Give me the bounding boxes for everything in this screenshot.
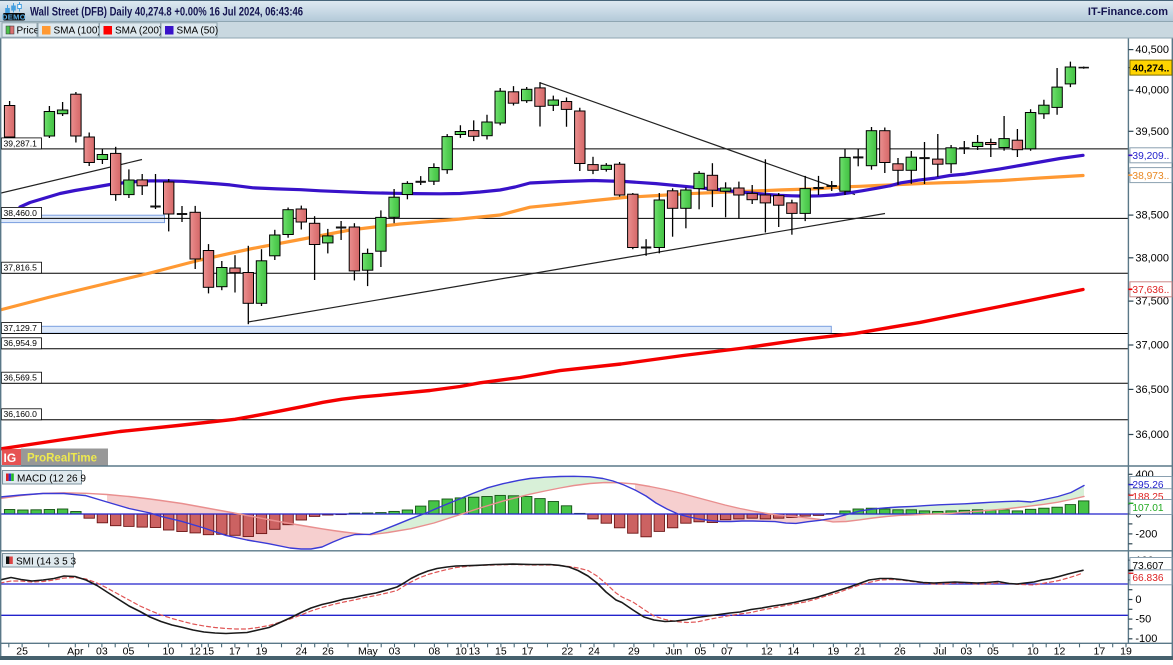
svg-text:37,000: 37,000 [1135,340,1169,352]
svg-text:DEMO: DEMO [2,12,26,21]
svg-text:SMA (50): SMA (50) [177,25,219,36]
svg-text:24: 24 [296,646,308,658]
svg-text:Price: Price [17,25,40,36]
svg-text:03: 03 [961,646,973,658]
svg-text:66.836: 66.836 [1132,573,1163,584]
svg-text:38,460.0: 38,460.0 [4,208,38,218]
svg-text:03: 03 [96,646,108,658]
svg-text:19: 19 [256,646,268,658]
svg-text:36,160.0: 36,160.0 [4,409,38,419]
svg-text:37,636..: 37,636.. [1132,285,1169,296]
svg-text:05: 05 [695,646,707,658]
svg-text:37,500: 37,500 [1135,296,1169,308]
svg-text:10: 10 [455,646,467,658]
svg-text:40,000: 40,000 [1135,85,1169,97]
svg-text:21: 21 [854,646,866,658]
svg-text:19: 19 [1120,646,1132,658]
svg-text:MACD (12 26 9: MACD (12 26 9 [17,474,86,485]
svg-text:37,129.7: 37,129.7 [4,323,38,333]
svg-text:0: 0 [1135,594,1141,606]
svg-text:36,954.9: 36,954.9 [4,338,38,348]
svg-text:17: 17 [522,646,534,658]
svg-text:08: 08 [429,646,441,658]
svg-text:03: 03 [389,646,401,658]
svg-text:SMA (100): SMA (100) [54,25,101,36]
svg-text:38,500: 38,500 [1135,210,1169,222]
svg-text:-100: -100 [1135,633,1157,645]
svg-text:26: 26 [894,646,906,658]
svg-text:-200: -200 [1135,528,1157,540]
svg-text:ProRealTime: ProRealTime [27,453,97,465]
svg-text:05: 05 [123,646,135,658]
svg-text:10: 10 [163,646,175,658]
svg-text:25: 25 [16,646,28,658]
svg-text:SMA (200): SMA (200) [115,25,162,36]
svg-text:39,500: 39,500 [1135,126,1169,138]
svg-text:19: 19 [828,646,840,658]
svg-text:IT-Finance.com: IT-Finance.com [1088,6,1168,18]
svg-text:39,209..: 39,209.. [1132,151,1169,162]
svg-text:36,500: 36,500 [1135,384,1169,396]
svg-text:12: 12 [761,646,773,658]
svg-text:38,000: 38,000 [1135,252,1169,264]
svg-text:07: 07 [721,646,733,658]
svg-text:17: 17 [1094,646,1106,658]
svg-text:40,274..: 40,274.. [1132,63,1169,74]
svg-text:37,816.5: 37,816.5 [4,263,38,273]
svg-text:IG: IG [4,451,17,465]
svg-text:12: 12 [1054,646,1066,658]
svg-text:17: 17 [229,646,241,658]
svg-text:29: 29 [628,646,640,658]
svg-text:-50: -50 [1135,614,1151,626]
svg-text:14: 14 [788,646,800,658]
svg-text:39,287.1: 39,287.1 [4,138,38,148]
svg-text:13: 13 [468,646,480,658]
svg-text:Apr: Apr [67,646,84,658]
svg-text:Wall Street (DFB) Daily 40,274: Wall Street (DFB) Daily 40,274.8 +0.00% … [30,5,303,19]
svg-text:36,569.5: 36,569.5 [4,373,38,383]
svg-text:May: May [358,646,379,658]
svg-text:24: 24 [588,646,600,658]
svg-text:36,000: 36,000 [1135,429,1169,441]
svg-text:22: 22 [562,646,574,658]
svg-text:Jun: Jun [665,646,682,658]
svg-text:12: 12 [189,646,201,658]
svg-text:SMI (14 3 5 3: SMI (14 3 5 3 [16,557,76,568]
svg-text:38,973..: 38,973.. [1132,171,1169,182]
svg-text:Jul: Jul [933,646,946,658]
svg-text:107.01: 107.01 [1132,503,1163,514]
svg-text:05: 05 [987,646,999,658]
svg-text:26: 26 [322,646,334,658]
svg-text:40,500: 40,500 [1135,44,1169,56]
svg-text:15: 15 [495,646,507,658]
svg-text:10: 10 [1027,646,1039,658]
svg-text:15: 15 [202,646,214,658]
